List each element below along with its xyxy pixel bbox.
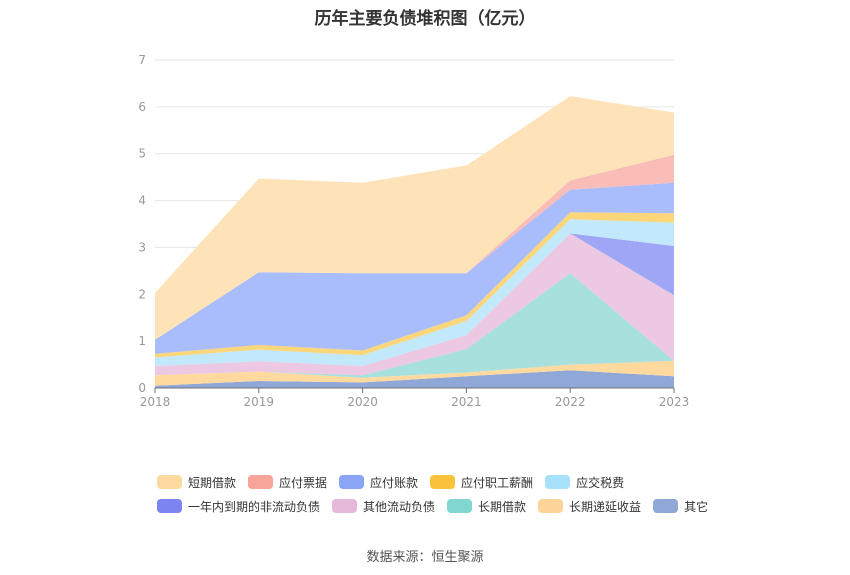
legend-item-current-portion-noncurrent[interactable]: 一年内到期的非流动负债 [157, 498, 320, 515]
area-series [155, 96, 674, 388]
legend-label: 应付账款 [370, 475, 419, 490]
legend-item-taxes-payable[interactable]: 应交税费 [545, 474, 624, 491]
area-series-一年内到期的非流动负债[interactable] [155, 233, 674, 366]
legend-swatch-icon [447, 499, 473, 513]
area-series-长期递延收益[interactable] [155, 360, 674, 386]
legend-label: 一年内到期的非流动负债 [188, 499, 321, 514]
legend-row-1: 短期借款 应付票据 应付账款 应付职工薪酬 应交税费 [157, 470, 757, 494]
y-tick-label: 1 [138, 334, 146, 348]
legend-label: 应付票据 [279, 475, 328, 490]
x-tick-label: 2023 [659, 395, 690, 409]
legend-swatch-icon [339, 475, 365, 489]
legend-label: 短期借款 [188, 475, 237, 490]
legend-swatch-icon [157, 499, 182, 513]
legend-item-other-current-liabilities[interactable]: 其他流动负债 [332, 498, 435, 515]
x-tick-label: 2019 [244, 395, 275, 409]
legend-swatch-icon [653, 499, 679, 513]
y-tick-label: 4 [138, 194, 146, 208]
legend-swatch-icon [332, 499, 358, 513]
legend-item-notes-payable[interactable]: 应付票据 [248, 474, 327, 491]
y-tick-label: 2 [138, 287, 146, 301]
legend-item-employee-pay[interactable]: 应付职工薪酬 [430, 474, 533, 491]
legend-swatch-icon [248, 475, 274, 489]
y-tick-label: 5 [138, 147, 146, 161]
x-tick-label: 2021 [451, 395, 482, 409]
legend-label: 应交税费 [576, 475, 625, 490]
area-series-其他流动负债[interactable] [155, 233, 674, 376]
legend-swatch-icon [157, 475, 182, 489]
x-tick-label: 2020 [347, 395, 378, 409]
legend-swatch-icon [538, 499, 564, 513]
legend-item-accounts-payable[interactable]: 应付账款 [339, 474, 418, 491]
legend-swatch-icon [545, 475, 571, 489]
legend-item-long-term-loans[interactable]: 长期借款 [447, 498, 526, 515]
y-tick-label: 7 [138, 53, 146, 67]
area-series-长期借款[interactable] [155, 273, 674, 378]
area-series-短期借款[interactable] [155, 96, 674, 340]
axes: 0 1 2 3 4 5 6 7 2018 2019 2020 2021 2022 2023 [138, 53, 689, 409]
legend-swatch-icon [430, 475, 456, 489]
legend-item-deferred-income[interactable]: 长期递延收益 [538, 498, 641, 515]
chart-title: 历年主要负债堆积图（亿元） [314, 9, 536, 29]
x-tick-label: 2022 [555, 395, 586, 409]
legend: 短期借款 应付票据 应付账款 应付职工薪酬 应交税费 一年内到期的非流动负债 其… [157, 470, 757, 518]
x-tick-label: 2018 [140, 395, 171, 409]
area-series-应付票据[interactable] [155, 154, 674, 340]
legend-label: 应付职工薪酬 [461, 475, 534, 490]
y-tick-label: 3 [138, 240, 146, 254]
legend-label: 其它 [684, 499, 709, 514]
data-source: 数据来源：恒生聚源 [366, 550, 484, 565]
area-series-应交税费[interactable] [155, 219, 674, 366]
legend-row-2: 一年内到期的非流动负债 其他流动负债 长期借款 长期递延收益 其它 [157, 494, 757, 518]
legend-item-short-term-loans[interactable]: 短期借款 [157, 474, 236, 491]
area-series-应付账款[interactable] [155, 182, 674, 354]
area-series-其它[interactable] [155, 370, 674, 388]
legend-label: 长期借款 [478, 499, 527, 514]
y-tick-label: 0 [138, 381, 146, 395]
legend-label: 其他流动负债 [363, 499, 436, 514]
legend-item-other[interactable]: 其它 [653, 498, 708, 515]
legend-label: 长期递延收益 [569, 499, 642, 514]
y-tick-label: 6 [138, 100, 146, 114]
